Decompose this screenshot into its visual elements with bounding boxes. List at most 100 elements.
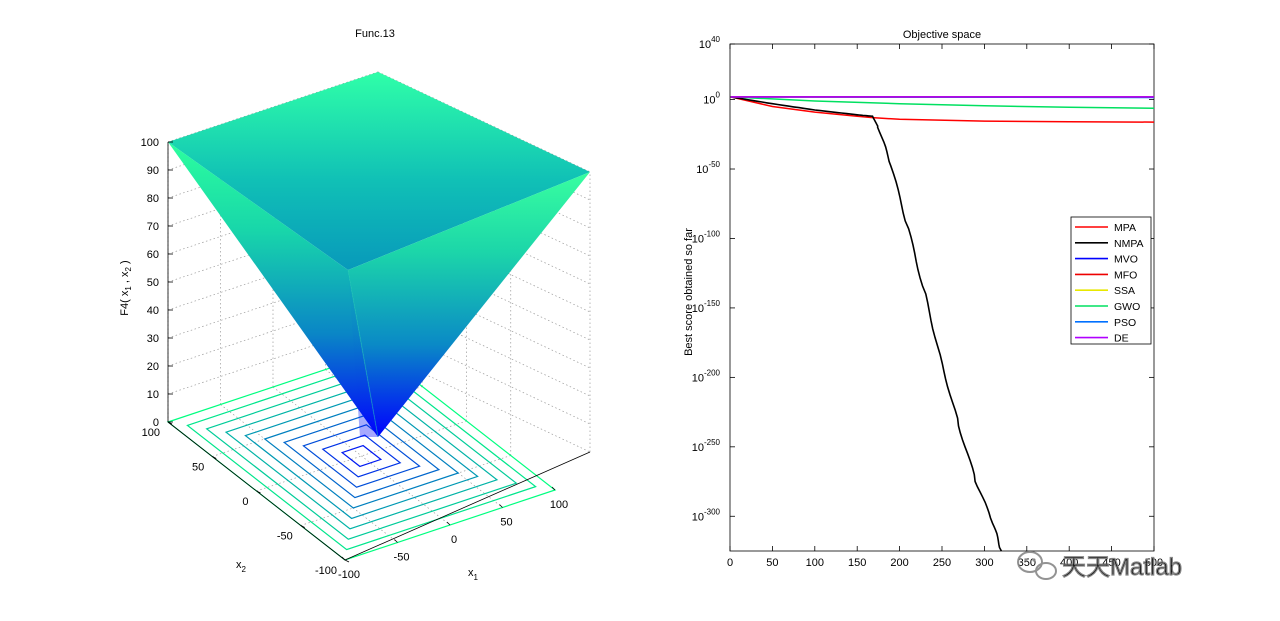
surface-plot: Func.13 0 10 20 30 40 50 60 70 80 90 100 F4( x1 , … [119, 28, 591, 582]
x-tick-label: 400 [1060, 557, 1078, 569]
x-tick-label: 200 [890, 557, 908, 569]
y-tick-label: 10-50 [696, 160, 720, 176]
y-tick-label: 1040 [699, 35, 721, 51]
z-tick-label: 30 [147, 333, 159, 345]
surface-ridge [347, 269, 379, 438]
contour-ring [302, 424, 421, 488]
x2-tick-mark [300, 525, 305, 528]
surface-inner-back [168, 72, 590, 270]
wechat-icon [1017, 551, 1057, 580]
y-tick-base: 10 [692, 233, 704, 245]
y-tick-exponent: 0 [716, 91, 721, 100]
y-tick-label: 10-300 [692, 507, 721, 523]
convergence-title: Objective space [903, 29, 981, 41]
z-tick-label: 10 [147, 389, 159, 401]
y-axis-ticks: 104010010-5010-10010-15010-20010-25010-3… [692, 35, 1154, 523]
y-tick-base: 10 [692, 372, 704, 384]
x-tick-label: 450 [1102, 557, 1120, 569]
x1-tick-label: -50 [394, 552, 410, 564]
x-tick-label: 50 [766, 557, 778, 569]
legend-label: GWO [1114, 301, 1140, 313]
x1-tick-mark [499, 504, 503, 508]
y-tick-label: 10-100 [692, 229, 721, 245]
x1-tick-mark [446, 521, 451, 526]
floor-gridline-x2 [256, 420, 467, 492]
x2-tick-label: -50 [277, 531, 293, 543]
x1-tick-mark [394, 539, 398, 543]
y-tick-exponent: -300 [704, 507, 721, 516]
surface-right-face [348, 172, 590, 437]
z-tick-label: 90 [147, 165, 159, 177]
y-tick-exponent: -100 [704, 229, 721, 238]
x1-tick-mark [341, 556, 346, 561]
contour-lines [166, 351, 557, 561]
x2-tick-mark [344, 559, 350, 563]
y-axis-label: Best score obtained so far [683, 228, 695, 356]
x-tick-label: 300 [975, 557, 993, 569]
y-tick-base: 10 [692, 442, 704, 454]
watermark-text: 天天Matlab [1062, 554, 1182, 581]
series-line-nmpa [730, 96, 1003, 552]
legend-items: MPA NMPA MVO MFO SSA GWO PSO DE [1075, 222, 1144, 345]
x2-tick-label: 0 [242, 496, 248, 508]
y-tick-label: 10-250 [692, 438, 721, 454]
x-tick-label: 250 [933, 557, 951, 569]
z-tick-label: 70 [147, 221, 159, 233]
surface-left-face [168, 142, 378, 437]
z-gridline-right [377, 295, 591, 397]
y-tick-exponent: -50 [708, 160, 720, 169]
contour-ring [205, 372, 518, 540]
contour-ring [321, 434, 402, 478]
floor-gridline-x2 [300, 455, 511, 526]
convergence-plot: Objective space 104010010-5010-10010-150… [683, 29, 1163, 569]
x1-axis-ticks: -100 -50 0 50 100 [338, 486, 568, 581]
x-axis-ticks: 0 50 100 150 200 250 300 350 400 450 500 [727, 44, 1163, 569]
z-tick-label: 50 [147, 277, 159, 289]
z-tick-label: 100 [141, 137, 159, 149]
x1-tick-label: -100 [338, 569, 360, 581]
legend-label: MPA [1114, 222, 1136, 234]
x2-axis-ticks: 100 50 0 -50 -100 [142, 421, 350, 577]
contour-ring [282, 413, 441, 499]
z-gridline-right [377, 323, 591, 425]
y-tick-exponent: -200 [704, 368, 721, 377]
z-tick-label: 20 [147, 361, 159, 373]
z-tick-label: 40 [147, 305, 159, 317]
z-tick-label: 0 [153, 417, 159, 429]
contour-ring [224, 382, 499, 530]
z-axis-ticks: 0 10 20 30 40 50 60 70 80 90 100 [141, 137, 173, 429]
y-tick-base: 10 [696, 164, 708, 176]
x2-tick-mark [256, 490, 261, 494]
floor-gridline-x1 [272, 386, 451, 526]
series-line-gwo [730, 96, 1155, 109]
x1-tick-mark [551, 486, 556, 491]
x2-tick-label: 50 [192, 462, 204, 474]
x-tick-label: 350 [1018, 557, 1036, 569]
y-tick-exponent: -150 [704, 299, 721, 308]
legend-label: DE [1114, 333, 1129, 345]
contour-ring [340, 444, 383, 468]
x1-axis-label: x1 [468, 567, 479, 582]
x1-tick-label: 50 [500, 517, 512, 529]
z-tick-label: 60 [147, 249, 159, 261]
x2-tick-label: 100 [142, 427, 160, 439]
legend: MPA NMPA MVO MFO SSA GWO PSO DE [1070, 216, 1152, 345]
x1-tick-label: 0 [451, 534, 457, 546]
z-axis-label: F4( x1 , x2 ) [119, 260, 133, 315]
legend-label: PSO [1114, 317, 1136, 329]
y-tick-exponent: 40 [711, 35, 720, 44]
contour-ring [186, 361, 537, 551]
x2-axis-label: x2 [236, 559, 247, 574]
y-tick-label: 10-150 [692, 299, 721, 315]
z-tick-label: 80 [147, 193, 159, 205]
y-tick-base: 10 [692, 511, 704, 523]
y-tick-base: 10 [692, 303, 704, 315]
x-tick-label: 0 [727, 557, 733, 569]
x1-tick-label: 100 [550, 499, 568, 511]
legend-label: SSA [1114, 285, 1135, 297]
x-tick-label: 500 [1145, 557, 1163, 569]
y-tick-base: 10 [699, 39, 711, 51]
z-gridline-right [377, 267, 591, 369]
